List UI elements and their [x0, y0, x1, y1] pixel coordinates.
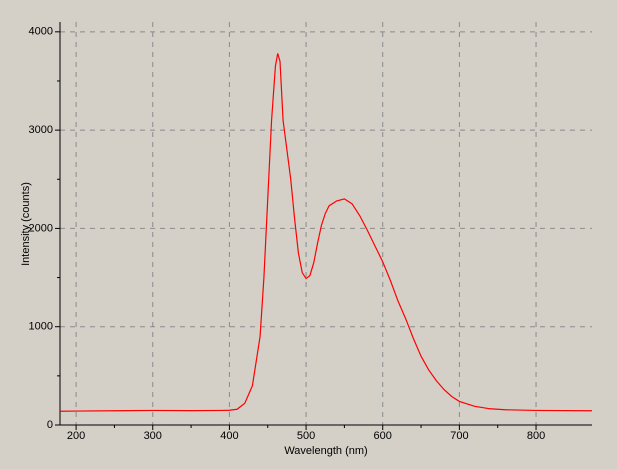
y-tick-label: 4000 [29, 26, 53, 38]
x-axis-label: Wavelength (nm) [284, 445, 367, 457]
y-tick-label: 3000 [29, 124, 53, 136]
x-tick-label: 500 [297, 430, 315, 442]
x-tick-label: 200 [67, 430, 85, 442]
data-line [59, 53, 593, 412]
y-tick-label: 2000 [29, 222, 53, 234]
x-tick-label: 400 [220, 430, 238, 442]
x-tick-label: 800 [527, 430, 545, 442]
x-tick-label: 700 [450, 430, 468, 442]
y-tick-label: 1000 [29, 321, 53, 333]
x-tick-label: 600 [374, 430, 392, 442]
x-tick-label: 300 [144, 430, 162, 442]
y-axis-label: Intensity (counts) [20, 182, 32, 266]
y-tick-label: 0 [47, 419, 53, 431]
